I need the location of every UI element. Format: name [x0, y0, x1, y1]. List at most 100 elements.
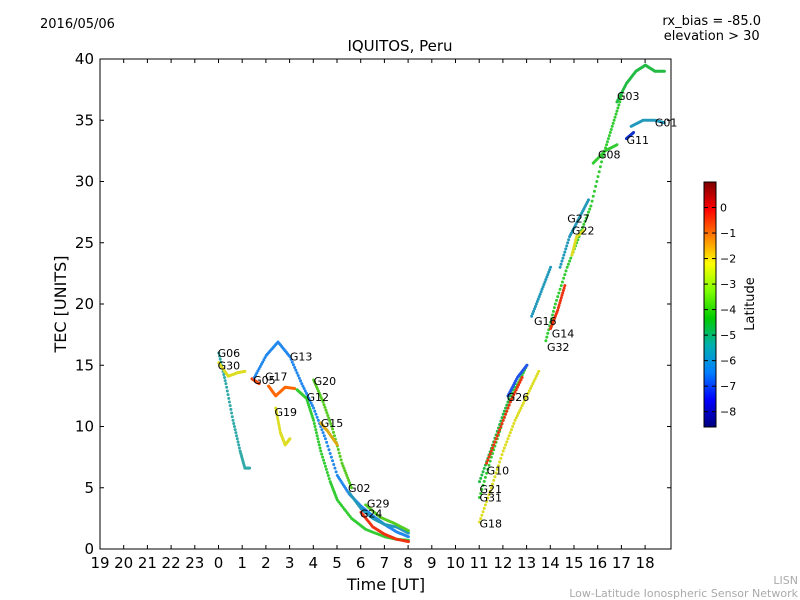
track-point	[546, 331, 550, 335]
track-point	[278, 428, 282, 432]
satellite-track-g19	[274, 406, 292, 447]
track-point	[277, 423, 281, 427]
track-point	[297, 376, 301, 380]
track-point	[323, 405, 327, 409]
track-point	[303, 389, 307, 393]
x-tick-label: 4	[309, 554, 319, 572]
track-point	[243, 369, 247, 373]
track-point	[307, 396, 311, 400]
track-point	[556, 308, 560, 312]
track-point	[499, 419, 503, 423]
x-axis-ticks: 19 20 21 22 23 0 1 2 3 4 5 6 7 8 9 10 11 12 13 14 15 16 17 18	[90, 59, 655, 572]
track-point	[546, 273, 550, 277]
x-tick-label: 21	[138, 554, 157, 572]
satellite-track-g26	[506, 363, 529, 398]
track-point	[406, 531, 410, 535]
track-point	[230, 411, 234, 415]
x-tick-label: 22	[162, 554, 181, 572]
x-tick-label: 0	[214, 554, 224, 572]
track-point	[274, 406, 278, 410]
track-point	[296, 374, 300, 378]
track-point	[559, 298, 563, 302]
track-point	[487, 455, 491, 459]
track-point	[500, 421, 504, 425]
y-tick-label: 5	[84, 479, 94, 497]
track-point	[566, 262, 570, 266]
track-point	[509, 428, 513, 432]
colorbar-tick-label: −7	[720, 380, 736, 393]
track-point	[585, 213, 589, 217]
track-point	[528, 387, 532, 391]
track-point	[227, 396, 231, 400]
track-point	[255, 371, 259, 375]
track-point	[322, 403, 326, 407]
track-point	[496, 464, 500, 468]
track-point	[478, 520, 481, 524]
track-point	[494, 471, 498, 475]
track-point	[300, 382, 304, 386]
track-point	[406, 540, 410, 544]
track-point	[604, 146, 608, 150]
track-point	[558, 287, 562, 291]
track-point	[235, 437, 239, 441]
track-point	[326, 474, 330, 477]
track-point	[257, 382, 261, 386]
y-axis-ticks: 0 5 10 15 20 25 30 35 40	[75, 50, 671, 558]
track-point	[495, 467, 499, 471]
satellite-track-g31	[478, 363, 529, 500]
track-point	[332, 430, 336, 434]
track-point	[336, 448, 340, 452]
track-point	[229, 407, 233, 411]
track-point	[485, 471, 489, 475]
track-point	[539, 290, 543, 294]
track-point	[533, 377, 537, 381]
track-point	[320, 452, 324, 456]
track-point	[263, 356, 267, 360]
track-point	[491, 446, 495, 450]
track-point	[259, 362, 263, 366]
track-point	[483, 475, 487, 479]
track-point	[502, 409, 506, 413]
track-point	[230, 415, 234, 419]
track-point	[592, 189, 596, 193]
track-point	[347, 478, 351, 482]
track-point	[615, 143, 619, 147]
track-point	[340, 461, 344, 465]
track-point	[559, 262, 563, 266]
track-point	[557, 303, 561, 307]
track-point	[527, 389, 531, 393]
track-point	[538, 292, 542, 296]
track-point	[485, 499, 489, 503]
track-point	[225, 385, 229, 389]
track-point	[312, 421, 316, 425]
track-point	[507, 434, 511, 438]
track-point	[293, 387, 297, 391]
track-point	[323, 437, 327, 441]
track-point	[322, 434, 326, 438]
satellite-label: G03	[617, 90, 640, 103]
track-point	[513, 390, 517, 394]
track-point	[501, 418, 505, 422]
x-tick-label: 13	[517, 554, 536, 572]
satellite-label: G32	[547, 341, 570, 354]
track-point	[525, 363, 529, 367]
track-point	[556, 295, 560, 299]
track-point	[312, 418, 316, 422]
track-point	[231, 418, 235, 422]
track-point	[506, 406, 510, 410]
track-point	[531, 382, 535, 386]
track-point	[328, 419, 332, 423]
track-point	[227, 400, 231, 404]
track-point	[501, 412, 505, 416]
track-point	[557, 291, 561, 295]
track-point	[548, 268, 552, 272]
track-point	[612, 118, 616, 122]
track-point	[276, 418, 280, 422]
track-point	[492, 478, 496, 482]
track-point	[317, 440, 321, 444]
track-point	[498, 460, 502, 464]
track-point	[589, 204, 593, 208]
track-point	[563, 273, 567, 277]
satellite-label: G01	[655, 117, 678, 130]
track-point	[507, 403, 511, 407]
